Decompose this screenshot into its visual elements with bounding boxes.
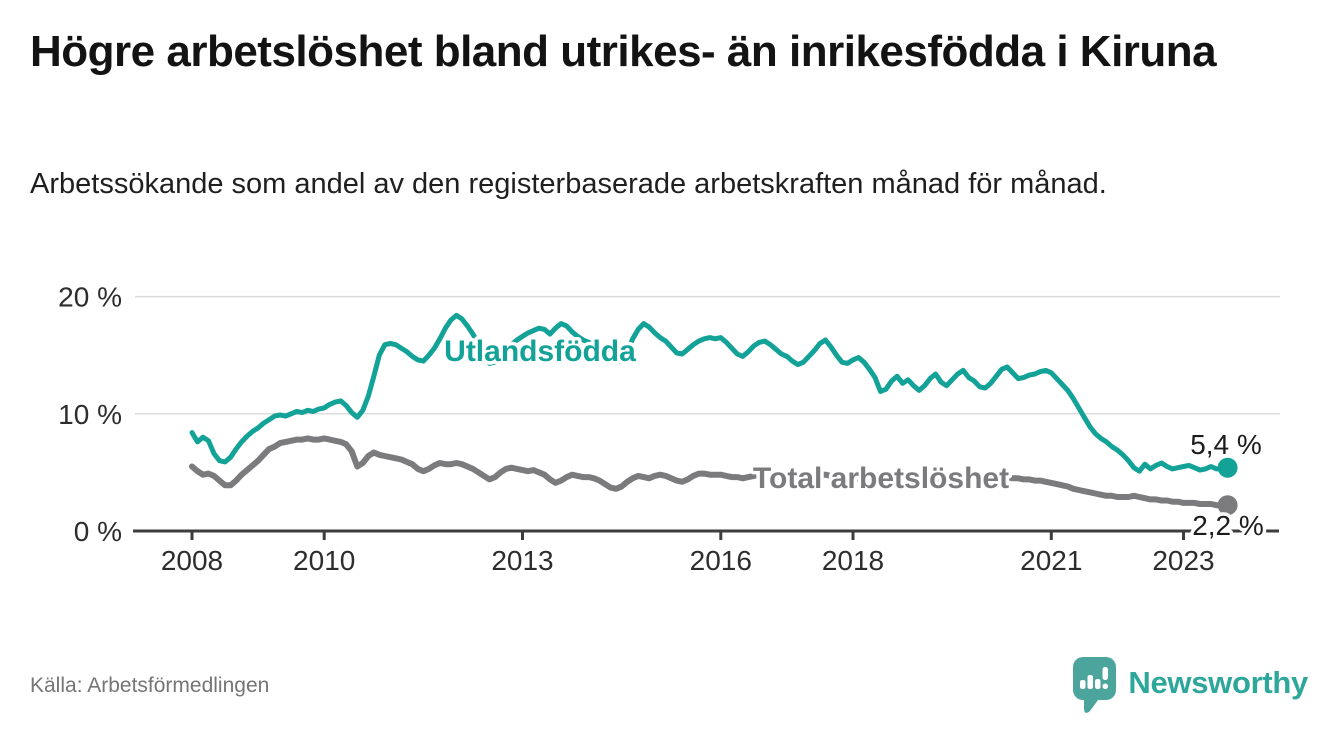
y-tick-label: 20 %: [58, 282, 122, 313]
x-tick-label: 2018: [822, 545, 884, 576]
series-line-total: [189, 435, 1231, 509]
x-tick-label: 2023: [1152, 545, 1214, 576]
logo-exclamation-stick: [1102, 667, 1109, 680]
series-end-dot-total: [1217, 495, 1238, 516]
x-tick-label: 2021: [1020, 545, 1082, 576]
y-tick-label: 0 %: [74, 516, 122, 547]
x-tick-label: 2016: [690, 545, 752, 576]
y-tick-label: 10 %: [58, 399, 122, 430]
end-value-label-total: 2,2 %: [1192, 510, 1264, 541]
newsworthy-logo: Newsworthy: [1072, 656, 1308, 714]
x-tick-label: 2013: [491, 545, 553, 576]
page-title: Högre arbetslöshet bland utrikes- än inr…: [30, 27, 1217, 76]
chart-subtitle: Arbetssökande som andel av den registerb…: [30, 168, 1107, 200]
logo-bar-3: [1095, 679, 1101, 689]
x-tick-label: 2008: [161, 545, 223, 576]
source-note: Källa: Arbetsförmedlingen: [30, 674, 270, 697]
newsworthy-bubble-chart-icon: [1073, 657, 1117, 713]
logo-bar-1: [1080, 680, 1086, 689]
line-chart: 0 % 10 % 20 % 2008 2010 2013 2016 2018 2021 2023 U…: [58, 282, 1280, 576]
logo-bubble-tail: [1084, 696, 1102, 713]
series-end-dot-utlandsfodda: [1217, 457, 1238, 478]
series-label-utlandsfodda: Utlandsfödda: [444, 335, 636, 368]
logo-bubble: [1073, 657, 1117, 700]
logo-bar-2: [1087, 675, 1094, 689]
newsworthy-logo-text: Newsworthy: [1128, 664, 1308, 700]
series-line-utlandsfodda: [189, 312, 1231, 474]
logo-exclamation-dot: [1102, 683, 1109, 689]
end-value-label-utlandsfodda: 5,4 %: [1190, 429, 1262, 460]
series-label-total: Total arbetslöshet: [753, 462, 1009, 495]
x-tick-label: 2010: [293, 545, 355, 576]
